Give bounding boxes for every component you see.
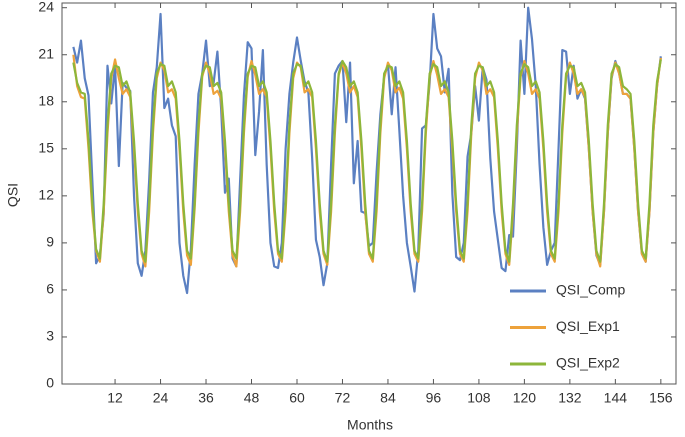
x-tick-label: 120 xyxy=(513,390,537,406)
y-tick-label: 21 xyxy=(38,45,54,61)
x-tick-label: 156 xyxy=(649,390,673,406)
y-axis-label: QSI xyxy=(5,183,21,207)
plot-frame xyxy=(61,2,677,385)
y-tick-label: 12 xyxy=(38,187,54,203)
x-axis-label: Months xyxy=(347,417,393,433)
y-tick-label: 0 xyxy=(46,375,54,391)
y-tick-label: 18 xyxy=(38,92,54,108)
legend-label: QSI_Comp xyxy=(556,282,625,298)
y-tick-label: 3 xyxy=(46,328,54,344)
series-line xyxy=(72,6,662,295)
x-tick-label: 48 xyxy=(244,390,260,406)
series-line xyxy=(72,59,662,263)
x-tick-label: 36 xyxy=(198,390,214,406)
legend-label: QSI_Exp2 xyxy=(556,355,620,371)
x-tick-label: 84 xyxy=(380,390,396,406)
x-tick-label: 96 xyxy=(426,390,442,406)
x-tick-label: 24 xyxy=(153,390,169,406)
y-tick-label: 15 xyxy=(38,140,54,156)
legend-label: QSI_Exp1 xyxy=(556,318,620,334)
x-tick-label: 72 xyxy=(335,390,351,406)
y-tick-label: 24 xyxy=(38,0,54,14)
x-tick-label: 60 xyxy=(289,390,305,406)
y-tick-label: 6 xyxy=(46,281,54,297)
x-tick-label: 144 xyxy=(604,390,628,406)
x-tick-label: 108 xyxy=(467,390,491,406)
y-tick-label: 9 xyxy=(46,234,54,250)
x-tick-label: 132 xyxy=(558,390,582,406)
x-tick-label: 12 xyxy=(107,390,123,406)
